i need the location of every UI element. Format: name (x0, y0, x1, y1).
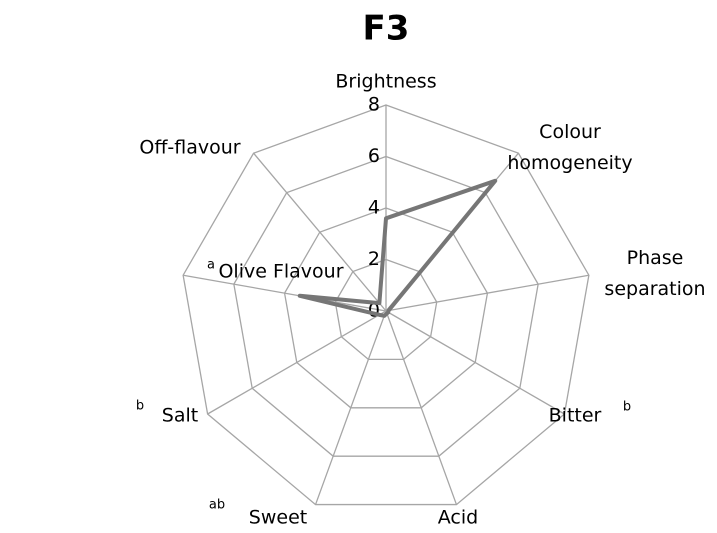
category-label: Sweet (249, 507, 307, 529)
axis-spoke (385, 310, 565, 415)
superscript: b (136, 399, 144, 414)
axis-spoke (314, 310, 387, 505)
r-tick-label: 2 (368, 248, 380, 270)
category-label: Bitter (549, 405, 602, 427)
superscript: b (623, 400, 631, 415)
grid-ring (334, 258, 438, 361)
category-label: Phase separation (604, 247, 705, 300)
category-label: Colour homogeneity (507, 121, 632, 174)
category-label: Off-flavour (139, 137, 240, 159)
category-label: Acid (438, 507, 478, 529)
category-label: Salt (162, 405, 198, 427)
axis-spoke (253, 152, 387, 312)
superscript: a (207, 258, 215, 273)
chart-title: F3 (363, 9, 410, 49)
r-tick-label: 4 (368, 197, 380, 219)
grid-ring (182, 104, 590, 506)
r-tick-label: 6 (368, 145, 380, 167)
superscript: ab (209, 498, 225, 513)
category-label: Brightness (335, 71, 436, 93)
axis-spoke (207, 310, 387, 415)
axis-spoke (385, 274, 589, 312)
r-tick-label: 8 (368, 94, 380, 116)
category-label: Olive Flavour (218, 261, 343, 283)
grid-ring (283, 207, 489, 409)
axis-spoke (385, 310, 458, 505)
series-line (297, 178, 498, 318)
grid-ring (233, 155, 539, 457)
axis-spoke (183, 274, 387, 312)
